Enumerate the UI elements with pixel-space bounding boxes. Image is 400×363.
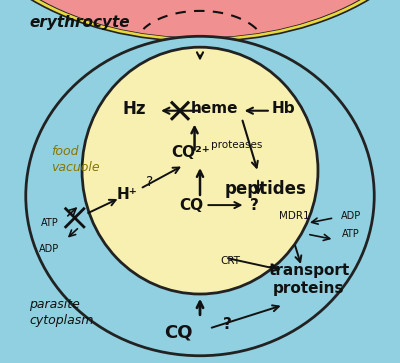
Text: ?: ? — [250, 197, 259, 213]
Text: erythrocyte: erythrocyte — [29, 15, 130, 29]
Text: H⁺: H⁺ — [117, 187, 138, 202]
Ellipse shape — [0, 0, 400, 40]
Text: CQ: CQ — [179, 197, 203, 213]
Text: ADP: ADP — [39, 244, 60, 254]
Text: ADP: ADP — [340, 211, 361, 221]
Text: ATP: ATP — [40, 218, 58, 228]
Text: heme: heme — [191, 101, 238, 117]
Text: ATP: ATP — [342, 229, 360, 239]
Text: CRT: CRT — [221, 256, 241, 266]
Text: parasite
cytoplasm: parasite cytoplasm — [29, 298, 94, 327]
Text: ?: ? — [146, 175, 153, 188]
Text: MDR1: MDR1 — [279, 211, 310, 221]
Ellipse shape — [82, 47, 318, 294]
Ellipse shape — [26, 36, 374, 356]
Text: transport
proteins: transport proteins — [268, 263, 350, 296]
Text: proteases: proteases — [211, 140, 262, 150]
Text: Hb: Hb — [272, 101, 295, 117]
Text: CQ²⁺: CQ²⁺ — [172, 145, 210, 160]
Text: Hz: Hz — [123, 100, 146, 118]
Text: ?: ? — [223, 317, 232, 333]
Text: CQ: CQ — [164, 323, 192, 341]
Text: food
vacuole: food vacuole — [51, 145, 100, 174]
Text: peptides: peptides — [224, 180, 306, 198]
